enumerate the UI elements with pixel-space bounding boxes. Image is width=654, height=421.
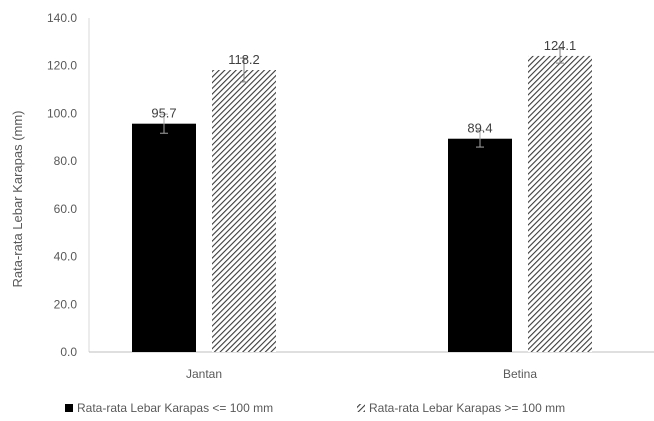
data-label: 124.1: [544, 38, 577, 53]
y-tick-label: 140.0: [47, 11, 77, 25]
y-tick-label: 40.0: [54, 250, 78, 264]
category-labels: Jantan Betina: [186, 367, 537, 381]
data-labels: 95.7 118.2 89.4 124.1: [151, 38, 576, 136]
category-label-betina: Betina: [503, 367, 537, 381]
bar-1-jantan: [132, 123, 196, 353]
legend-label-series-1: Rata-rata Lebar Karapas <= 100 mm: [77, 401, 273, 415]
y-tick-label: 80.0: [54, 154, 78, 168]
error-bar: [160, 113, 168, 134]
category-label-jantan: Jantan: [186, 367, 222, 381]
bar-2-jantan: [212, 70, 276, 352]
error-bar: [556, 48, 564, 64]
error-bar: [476, 129, 484, 148]
legend-swatch-series-2: [357, 404, 365, 412]
y-tick-label: 0.0: [60, 345, 77, 359]
legend-swatch-series-1: [65, 404, 73, 412]
error-bars: [160, 48, 564, 148]
legend-label-series-2: Rata-rata Lebar Karapas >= 100 mm: [369, 401, 565, 415]
bar-1-betina: [448, 138, 512, 352]
y-tick-label: 100.0: [47, 106, 77, 120]
y-tick-label: 20.0: [54, 297, 78, 311]
data-label: 95.7: [151, 106, 176, 121]
error-bar: [240, 57, 248, 83]
bar-2-betina: [528, 55, 592, 352]
data-label: 89.4: [467, 121, 492, 136]
y-tick-label: 120.0: [47, 59, 77, 73]
legend: Rata-rata Lebar Karapas <= 100 mm Rata-r…: [65, 401, 565, 415]
bars: [132, 55, 592, 353]
data-label: 118.2: [228, 52, 260, 67]
y-axis-ticks: 0.0 20.0 40.0 60.0 80.0 100.0 120.0 140.0: [47, 11, 77, 359]
y-tick-label: 60.0: [54, 202, 78, 216]
y-axis-label: Rata-rata Lebar Karapas (mm): [10, 110, 25, 287]
